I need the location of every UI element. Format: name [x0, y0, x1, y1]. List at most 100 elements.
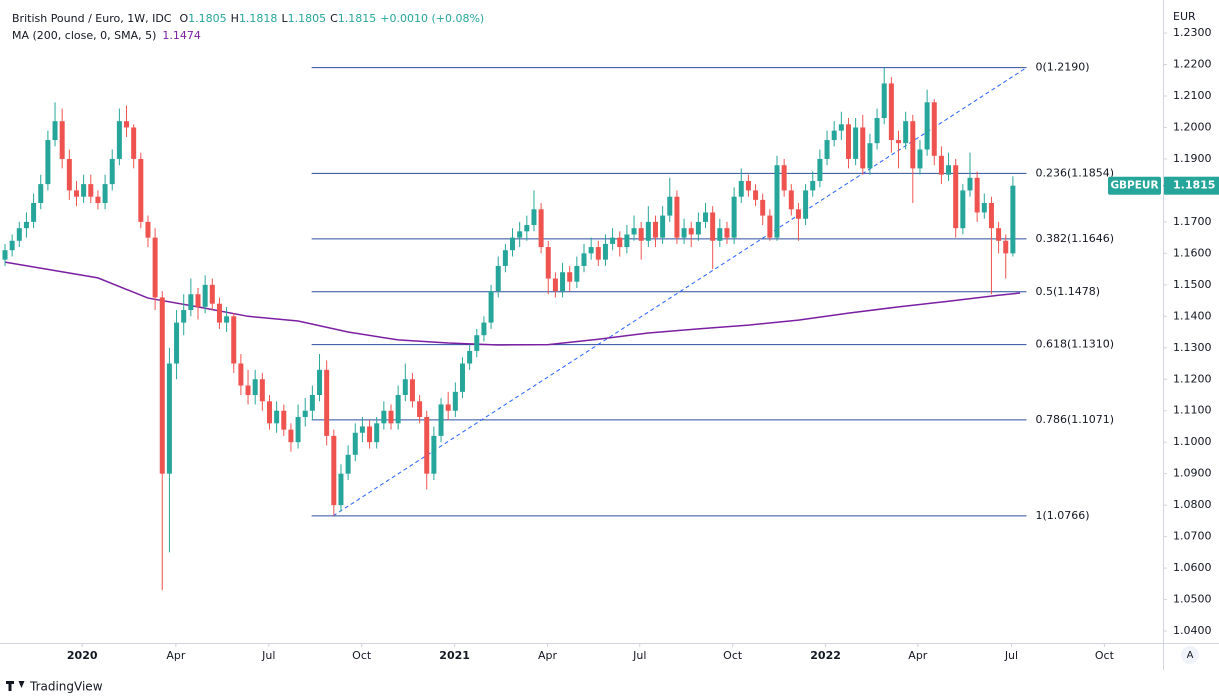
candle-body [438, 404, 444, 436]
fib-level-label: 0.382(1.1646) [1035, 232, 1114, 245]
candle-body [745, 180, 751, 191]
x-tick-label: 2022 [810, 649, 841, 662]
candle-body [431, 435, 437, 474]
indicator-line: MA (200, close, 0, SMA, 5) 1.1474 [12, 27, 488, 44]
y-tick-label: 1.1700 [1173, 215, 1212, 228]
candle-body [467, 350, 473, 364]
candle-body [788, 190, 794, 210]
auto-scale-button[interactable] [1181, 646, 1199, 664]
candle-body [695, 221, 701, 235]
logo-icon [6, 681, 25, 691]
candle-body [402, 379, 408, 395]
ohlc-value: 1.1805 [287, 12, 327, 25]
x-tick-label: Jul [261, 649, 275, 662]
x-tick-label: Oct [352, 649, 372, 662]
y-tick-label: 1.1000 [1173, 435, 1212, 448]
candle-body [681, 228, 687, 238]
candle-body [903, 121, 909, 144]
y-tick-label: 1.0500 [1173, 593, 1212, 606]
indicator-value: 1.1474 [162, 29, 201, 42]
candle-body [281, 410, 287, 430]
candle-body [731, 196, 737, 238]
candle-body [1003, 240, 1009, 254]
candle-body [81, 184, 87, 197]
candle-body [495, 265, 501, 292]
candle-body [174, 322, 180, 364]
candle-body [381, 410, 387, 424]
x-tick-label: Apr [166, 649, 186, 662]
y-tick-label: 1.1500 [1173, 278, 1212, 291]
x-tick-label: 2020 [67, 649, 98, 662]
candle-body [881, 83, 887, 119]
candle-body [352, 432, 358, 455]
fib-level-label: 0(1.2190) [1035, 61, 1089, 74]
candle-body [517, 231, 523, 238]
candle-body [803, 190, 809, 219]
price-tag [1164, 176, 1219, 195]
candle-body [896, 140, 902, 144]
candle-body [2, 250, 8, 260]
candle-body [760, 199, 766, 216]
x-tick-label: Jul [1004, 649, 1018, 662]
candle-body [717, 228, 723, 241]
candle-body [810, 180, 816, 191]
candle-body [624, 234, 630, 248]
candle-body [202, 284, 208, 307]
y-tick-label: 1.1200 [1173, 372, 1212, 385]
candle-body [224, 316, 230, 323]
candle-body [988, 203, 994, 229]
moving-average [4, 261, 1021, 346]
ohlc-value: 1.1805 [188, 12, 227, 25]
logo-text: TradingView [29, 680, 103, 694]
x-tick-label: 2021 [439, 649, 470, 662]
candle-body [31, 203, 37, 222]
y-tick-label: 1.1600 [1173, 246, 1212, 259]
candle-body [638, 228, 644, 241]
legend: British Pound / Euro, 1W, IDC O1.1805 H1.1… [12, 10, 488, 44]
candle-body [667, 196, 673, 216]
auto-scale-label[interactable]: A [1187, 650, 1194, 661]
y-tick-label: 1.2100 [1173, 89, 1212, 102]
y-tick-label: 1.0900 [1173, 467, 1212, 480]
candle-body [388, 410, 394, 424]
candle-body [216, 303, 222, 323]
candle-body [16, 228, 22, 241]
ohlc-label: C [330, 12, 338, 25]
candle-body [724, 228, 730, 238]
candle-body [753, 190, 759, 200]
y-tick-label: 1.2000 [1173, 120, 1212, 133]
candle-body [52, 121, 58, 141]
candle-body [338, 473, 344, 506]
candle-body [138, 158, 144, 222]
candle-body [95, 196, 101, 204]
candle-body [931, 102, 937, 156]
candle-body [209, 284, 215, 304]
fib-level-label: 1(1.0766) [1035, 509, 1089, 522]
candle-body [674, 196, 680, 238]
candle-body [374, 423, 380, 443]
candle-body [767, 215, 773, 238]
y-tick-label: 1.2300 [1173, 26, 1212, 39]
candle-body [188, 294, 194, 311]
indicator-name: MA (200, close, 0, SMA, 5) [12, 29, 157, 42]
tradingview-logo: TradingView [6, 680, 103, 694]
candle-body [917, 149, 923, 169]
candle-body [967, 177, 973, 191]
candle-body [367, 426, 373, 443]
candle-body [688, 228, 694, 235]
candle-body [1010, 185, 1016, 254]
candle-body [409, 379, 415, 402]
candle-body [631, 228, 637, 235]
candle-body [974, 177, 980, 213]
candle-body [703, 212, 709, 222]
candle-body [417, 401, 423, 418]
candle-body [888, 83, 894, 141]
candle-body [488, 291, 494, 323]
candle-body [45, 140, 51, 185]
candle-body [960, 190, 966, 229]
candle-body [38, 184, 44, 204]
x-tick-label: Apr [538, 649, 558, 662]
ohlc-value: 1.1818 [238, 12, 278, 25]
candle-body [266, 401, 272, 424]
candle-body [195, 294, 201, 307]
